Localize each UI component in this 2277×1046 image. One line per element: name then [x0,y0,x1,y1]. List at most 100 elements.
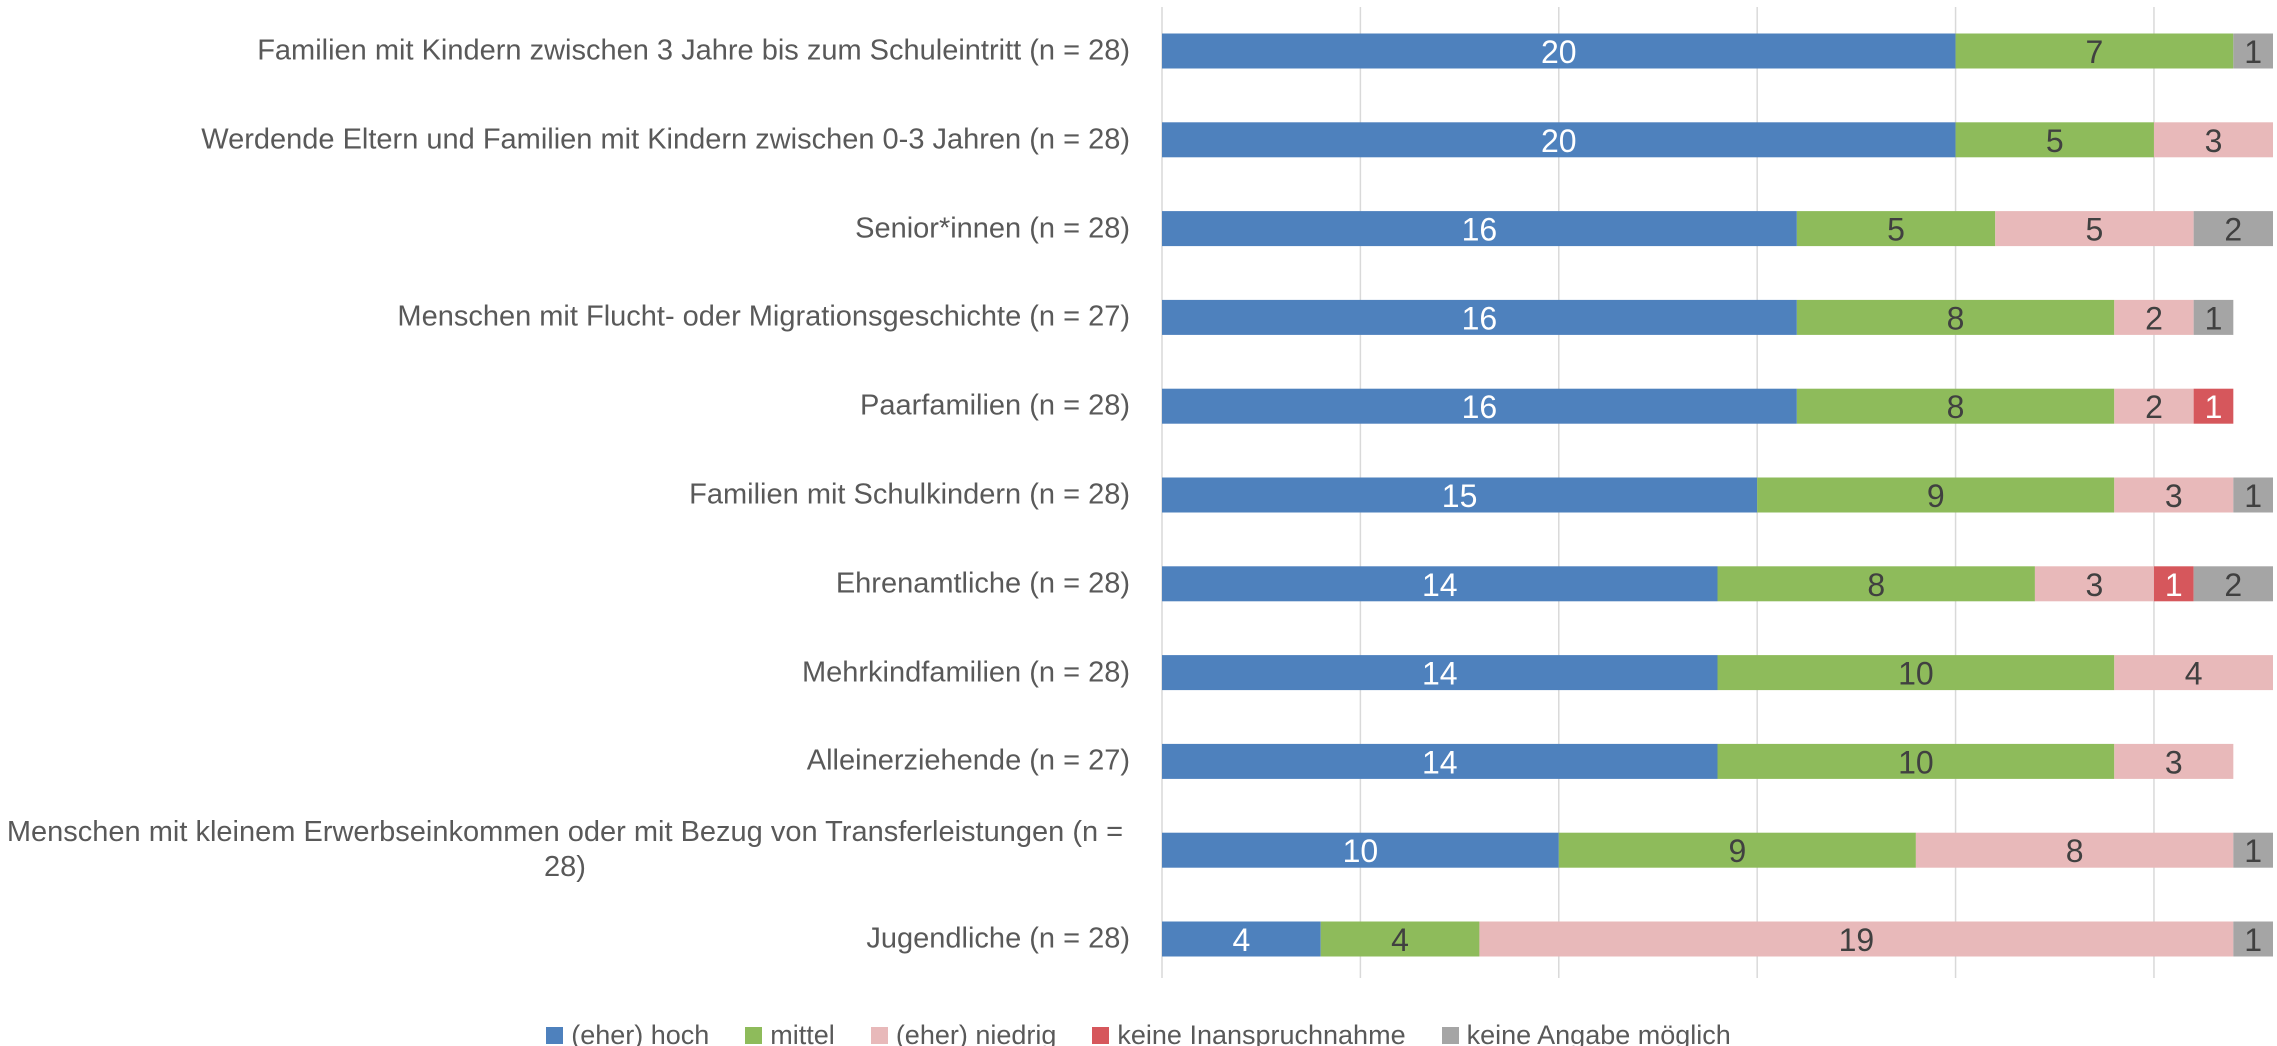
bar-segment [2233,832,2273,868]
value-label: 8 [1947,300,1965,336]
bar-segment [1796,299,2115,335]
bar-segment [1955,122,2154,158]
category-label: Menschen mit Flucht- oder Migrationsgesc… [397,300,1130,333]
value-label: 14 [1422,656,1458,692]
value-label: 2 [2224,212,2242,248]
legend-swatch [1092,1027,1110,1044]
value-label: 4 [1232,922,1250,958]
bar-segment [2193,388,2234,424]
bar-segment [2193,299,2234,335]
legend-item: (eher) hoch [546,1020,709,1046]
value-label: 4 [1391,922,1409,958]
bar-segment [2114,655,2273,691]
value-label: 5 [2046,123,2064,159]
value-label: 14 [1422,744,1458,780]
legend-item: mittel [745,1020,835,1046]
value-label: 7 [2086,34,2104,70]
value-label: 5 [2086,212,2104,248]
category-label: Alleinerziehende (n = 27) [806,744,1130,777]
bar-segment [1995,211,2194,247]
legend-item: keine Angabe möglich [1441,1020,1731,1046]
value-label: 2 [2145,300,2163,336]
legend: (eher) hoch mittel (eher) niedrig keine Ina… [0,1020,2277,1046]
value-label: 2 [2224,567,2242,603]
bar-segment [2034,566,2154,602]
legend-swatch [745,1027,763,1044]
value-label: 3 [2165,478,2183,514]
value-label: 14 [1422,567,1458,603]
bar-segment [2193,566,2273,602]
bar-segment [1162,122,1956,158]
legend-label: mittel [770,1020,835,1046]
value-label: 1 [2244,922,2262,958]
bar-segment [1717,566,2035,602]
bar-segment [2153,122,2273,158]
legend-label: (eher) hoch [571,1020,710,1046]
legend-label: keine Angabe möglich [1466,1020,1731,1046]
bar-segment [2233,33,2273,69]
value-label: 1 [2244,34,2262,70]
bar-segment [1796,211,1996,247]
bar-segment [2233,921,2273,957]
legend-item: keine Inanspruchnahme [1092,1020,1406,1046]
bar-segment [2153,566,2194,602]
bar-segment [1796,388,2115,424]
bar-segment [2233,477,2273,513]
category-label: Mehrkindfamilien (n = 28) [801,656,1130,689]
bar-segment [1162,566,1718,602]
value-label: 20 [1541,34,1577,70]
value-label: 9 [1728,833,1746,869]
bar-segment [1162,655,1718,691]
bar-segment [2114,299,2194,335]
value-label: 16 [1462,389,1498,425]
bar-segment [1955,33,2234,69]
bar-segment [1162,211,1797,247]
legend-item: (eher) niedrig [870,1020,1057,1046]
category-label: Werdende Eltern und Familien mit Kindern… [201,123,1130,156]
value-label: 16 [1462,212,1498,248]
category-label: Menschen mit kleinem Erwerbseinkommen od… [6,816,1124,884]
legend-label: (eher) niedrig [895,1020,1057,1046]
bar-segment [2114,743,2234,779]
value-label: 1 [2244,833,2262,869]
bar-segment [2114,388,2194,424]
bar-segment [1162,33,1956,69]
value-label: 19 [1839,922,1875,958]
value-label: 16 [1462,300,1498,336]
category-label: Paarfamilien (n = 28) [860,389,1130,422]
value-label: 10 [1898,656,1934,692]
value-label: 4 [2185,656,2203,692]
category-label: Ehrenamtliche (n = 28) [835,567,1130,600]
legend-swatch [870,1027,888,1044]
bar-segment [1757,477,2115,513]
bar-segment [1558,832,1916,868]
bar-segment [1162,477,1758,513]
bar-segment [2193,211,2273,247]
legend-label: keine Inanspruchnahme [1117,1020,1406,1046]
value-label: 3 [2205,123,2223,159]
legend-swatch [1441,1027,1459,1044]
bar-segment [1320,921,1480,957]
bar-segment [1717,743,2115,779]
value-label: 8 [1947,389,1965,425]
bar-segment [1162,299,1797,335]
value-label: 1 [2205,389,2223,425]
bar-segment [1915,832,2234,868]
category-label: Senior*innen (n = 28) [855,212,1130,245]
bar-segment [1162,832,1559,868]
value-label: 9 [1927,478,1945,514]
bar-segment [2114,477,2234,513]
value-label: 8 [2066,833,2084,869]
value-label: 1 [2205,300,2223,336]
bar-segment [1162,921,1321,957]
bar-segment [1717,655,2115,691]
value-label: 1 [2165,567,2183,603]
value-label: 10 [1343,833,1379,869]
value-label: 8 [1867,567,1885,603]
value-label: 2 [2145,389,2163,425]
legend-swatch [546,1027,564,1044]
value-label: 1 [2244,478,2262,514]
category-label: Familien mit Schulkindern (n = 28) [689,478,1130,511]
